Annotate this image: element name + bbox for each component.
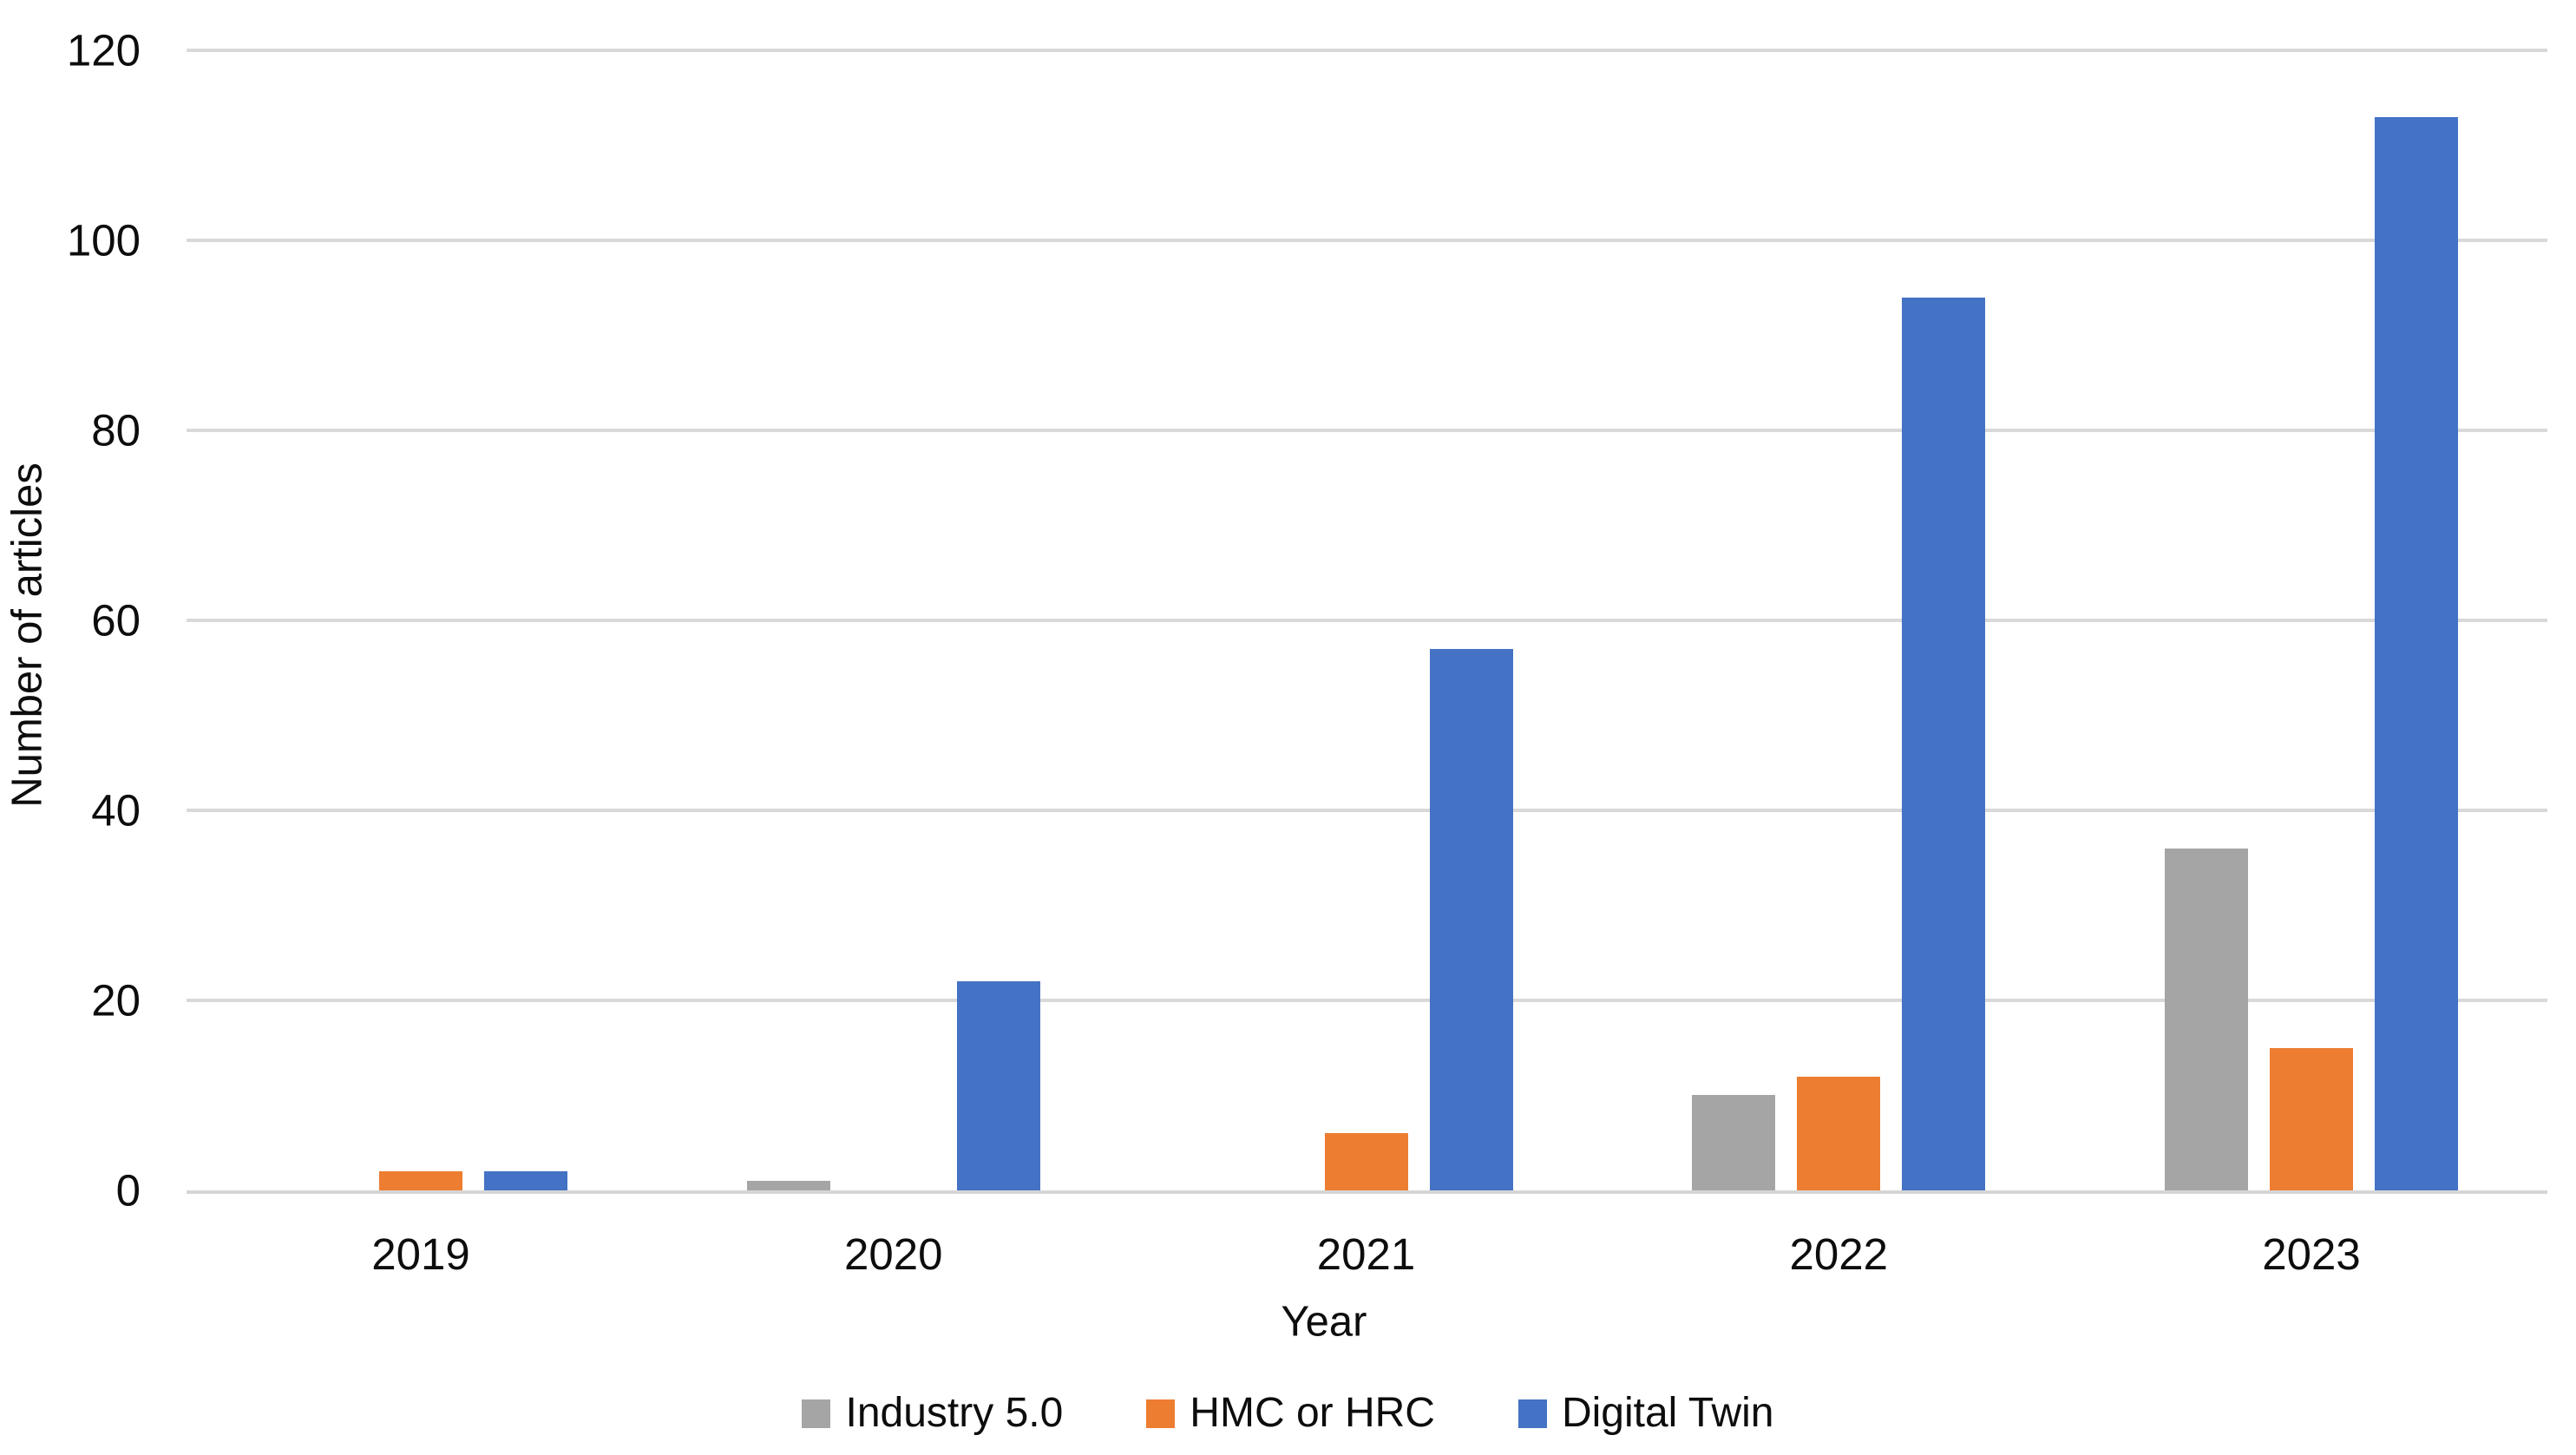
gridline-60 [187,619,2547,622]
y-axis-title: Number of articles [3,462,51,808]
bar-industry-5-0-2022 [1692,1095,1775,1190]
legend-label-digital-twin: Digital Twin [1561,1390,1774,1436]
y-tick-label-40: 40 [91,785,141,836]
legend-item-digital-twin: Digital Twin [1517,1390,1774,1436]
x-axis-line [187,1190,2547,1194]
x-axis-title: Year [1281,1298,1367,1346]
bar-digital-twin-2020 [957,981,1040,1190]
x-tick-label-2021: 2021 [1316,1229,1416,1279]
bar-digital-twin-2022 [1902,298,1985,1190]
bar-digital-twin-2023 [2375,117,2458,1190]
y-tick-label-120: 120 [66,25,141,75]
bar-digital-twin-2021 [1430,649,1513,1190]
gridline-100 [187,239,2547,242]
x-tick-label-2023: 2023 [2262,1229,2361,1279]
legend-label-industry-5-0: Industry 5.0 [845,1390,1064,1436]
bar-hmc-or-hrc-2021 [1325,1133,1408,1190]
y-tick-label-80: 80 [91,405,141,456]
bar-hmc-or-hrc-2022 [1797,1077,1880,1190]
gridline-80 [187,429,2547,432]
gridline-40 [187,809,2547,812]
legend-label-hmc-or-hrc: HMC or HRC [1190,1390,1435,1436]
bar-digital-twin-2019 [484,1171,567,1190]
legend-swatch-hmc-or-hrc [1146,1399,1176,1428]
legend: Industry 5.0 HMC or HRC Digital Twin [0,1393,2576,1434]
legend-swatch-digital-twin [1517,1399,1547,1428]
bar-hmc-or-hrc-2019 [379,1171,462,1190]
y-tick-label-20: 20 [91,975,141,1026]
legend-item-industry-5-0: Industry 5.0 [802,1393,1063,1434]
legend-item-hmc-or-hrc: HMC or HRC [1146,1393,1435,1434]
bar-industry-5-0-2020 [747,1181,830,1190]
legend-swatch-industry-5-0 [802,1399,831,1428]
x-tick-label-2020: 2020 [844,1229,943,1279]
gridline-120 [187,49,2547,52]
bar-industry-5-0-2023 [2165,849,2248,1190]
y-tick-label-60: 60 [91,595,141,646]
y-tick-label-0: 0 [115,1165,141,1216]
y-tick-label-100: 100 [66,215,141,265]
gridline-20 [187,999,2547,1002]
x-tick-label-2019: 2019 [371,1229,470,1279]
x-tick-label-2022: 2022 [1789,1229,1888,1279]
bar-hmc-or-hrc-2023 [2270,1048,2353,1190]
